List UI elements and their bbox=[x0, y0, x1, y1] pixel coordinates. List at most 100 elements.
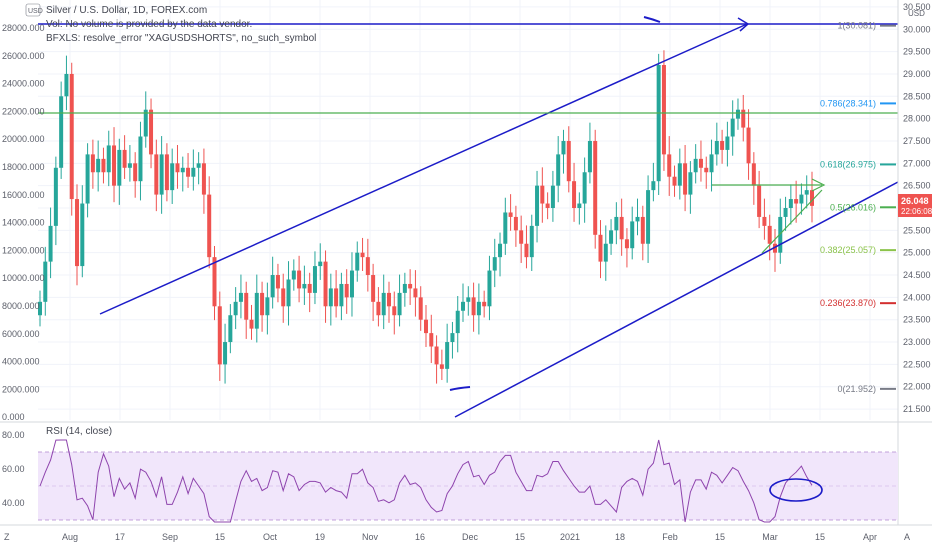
legend: USD Silver / U.S. Dollar, 1D, FOREX.com … bbox=[25, 3, 316, 44]
right-tick-label: 30.000 bbox=[903, 24, 931, 34]
candle-body bbox=[667, 154, 672, 177]
candle-body bbox=[704, 167, 709, 173]
left-tick-label: 28000.000 bbox=[2, 23, 45, 33]
candle-body bbox=[598, 234, 603, 262]
candle-body bbox=[106, 145, 111, 173]
left-tick-label: 10000.000 bbox=[2, 273, 45, 283]
candle-body bbox=[312, 266, 317, 293]
candle-body bbox=[646, 190, 651, 244]
right-tick-label: 22.500 bbox=[903, 359, 931, 369]
goto-date-icon[interactable]: Z bbox=[4, 532, 10, 542]
time-label: Nov bbox=[362, 532, 379, 542]
candle-body bbox=[635, 216, 640, 222]
right-tick-label: 24.500 bbox=[903, 270, 931, 280]
bfxls-note: BFXLS: resolve_error "XAGUSDSHORTS", no_… bbox=[46, 33, 316, 44]
candle-body bbox=[112, 145, 117, 186]
right-tick-label: 27.500 bbox=[903, 136, 931, 146]
candle-body bbox=[513, 216, 518, 231]
candle-body bbox=[508, 212, 513, 217]
candle-body bbox=[619, 216, 624, 240]
candle-body bbox=[122, 149, 127, 168]
candle-body bbox=[418, 297, 423, 320]
fib-level-label: 0(21.952) bbox=[837, 384, 876, 394]
candle-body bbox=[233, 301, 238, 316]
candle-body bbox=[450, 333, 455, 343]
left-tick-label: 22000.000 bbox=[2, 106, 45, 116]
candle-body bbox=[291, 270, 296, 280]
candle-body bbox=[64, 73, 69, 97]
candle-body bbox=[371, 275, 376, 302]
candle-body bbox=[799, 194, 804, 204]
candle-body bbox=[80, 203, 85, 267]
left-tick-label: 2000.000 bbox=[2, 384, 40, 394]
candle-body bbox=[429, 333, 434, 347]
rsi-label: RSI (14, close) bbox=[46, 426, 112, 437]
candle-body bbox=[577, 203, 582, 208]
candle-body bbox=[365, 257, 370, 276]
candle-body bbox=[228, 315, 233, 343]
candle-body bbox=[461, 301, 466, 311]
candle-body bbox=[550, 185, 555, 208]
candle-body bbox=[207, 194, 212, 258]
candle-body bbox=[201, 163, 206, 195]
candle-body bbox=[344, 283, 349, 298]
rsi-tick-40: 40.00 bbox=[2, 498, 25, 508]
right-tick-label: 21.500 bbox=[903, 404, 931, 414]
last-price-badge: 26.048 22:06:08 bbox=[898, 194, 932, 217]
candle-body bbox=[212, 257, 217, 307]
time-label: Apr bbox=[863, 532, 877, 542]
candle-body bbox=[445, 342, 450, 369]
right-tick-label: 29.500 bbox=[903, 47, 931, 57]
rsi-tick-80: 80.00 bbox=[2, 430, 25, 440]
lower-trendline[interactable] bbox=[454, 181, 899, 418]
right-tick-label: 26.500 bbox=[903, 181, 931, 191]
flag-bottom-line[interactable] bbox=[761, 189, 823, 254]
left-price-axis[interactable]: 28000.000 26000.000 24000.000 22000.000 2000… bbox=[2, 23, 45, 422]
upper-trendline[interactable] bbox=[99, 23, 748, 315]
candle-body bbox=[656, 65, 661, 182]
candle-body bbox=[751, 163, 756, 186]
fib-retracement-labels[interactable]: 1(30.081) 0.786(28.341) 0.618(26.975) 0.5(2… bbox=[820, 21, 896, 394]
candle-body bbox=[529, 225, 534, 258]
left-tick-label: 8000.000 bbox=[2, 301, 40, 311]
candle-body bbox=[223, 342, 228, 365]
flag-arrowhead bbox=[811, 178, 826, 192]
candle-body bbox=[609, 230, 614, 244]
candle-body bbox=[275, 275, 280, 289]
candle-body bbox=[593, 140, 598, 235]
candle-body bbox=[630, 221, 635, 249]
candle-body bbox=[38, 301, 42, 316]
candle-body bbox=[281, 288, 286, 307]
drawings[interactable] bbox=[38, 16, 899, 418]
volume-note: Vol: No volume is provided by the data v… bbox=[46, 19, 252, 30]
auto-scale-icon[interactable]: A bbox=[904, 532, 910, 542]
right-price-axis[interactable]: USD 30.500 30.000 29.500 29.000 28.500 28.000… bbox=[897, 0, 931, 525]
time-label: 15 bbox=[215, 532, 225, 542]
time-axis[interactable]: Z A Aug 17 Sep 15 Oct 19 Nov 16 Dec 15 2021 18 Feb 15… bbox=[0, 524, 932, 542]
time-label: 15 bbox=[515, 532, 525, 542]
candle-body bbox=[624, 239, 629, 249]
candle-body bbox=[127, 163, 132, 168]
candle-body bbox=[466, 297, 471, 302]
right-tick-label: 25.000 bbox=[903, 248, 931, 258]
candle-body bbox=[788, 199, 793, 208]
candle-body bbox=[672, 176, 677, 186]
candle-body bbox=[339, 283, 344, 307]
candle-body bbox=[720, 140, 725, 150]
candle-body bbox=[381, 292, 386, 316]
candle-body bbox=[677, 163, 682, 186]
candle-body bbox=[455, 310, 460, 334]
fib-level-label: 0.786(28.341) bbox=[820, 98, 876, 108]
candle-body bbox=[360, 252, 365, 258]
candle-body bbox=[249, 319, 254, 329]
time-label: Mar bbox=[762, 532, 778, 542]
candle-body bbox=[260, 292, 265, 316]
candle-body bbox=[217, 306, 222, 365]
candle-body bbox=[535, 185, 540, 226]
candle-body bbox=[603, 243, 608, 262]
candle-body bbox=[69, 73, 74, 200]
left-tick-label: 16000.000 bbox=[2, 190, 45, 200]
candle-body bbox=[661, 65, 666, 155]
candle-body bbox=[43, 261, 48, 302]
